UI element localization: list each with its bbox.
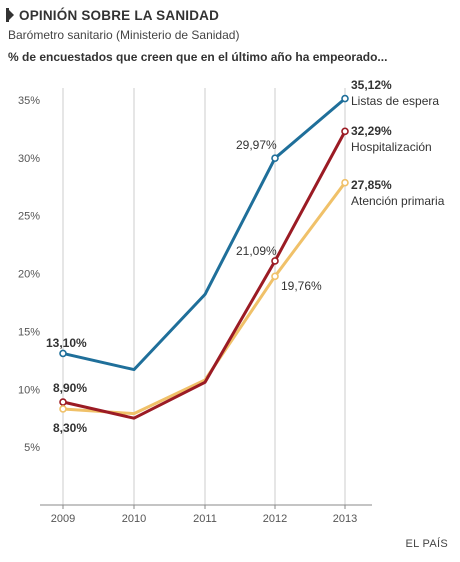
data-label: 19,76% — [281, 279, 322, 293]
series-name-label: Hospitalización — [351, 140, 432, 154]
data-point-marker — [341, 94, 349, 103]
y-tick-label: 25% — [18, 211, 40, 223]
series-line-0 — [61, 97, 347, 372]
play-marker-icon — [6, 8, 14, 22]
y-tick-label: 30% — [18, 153, 40, 165]
y-tick-label: 35% — [18, 95, 40, 107]
data-label: 32,29% — [351, 124, 392, 138]
y-tick-label: 10% — [18, 384, 40, 396]
data-point-marker — [271, 154, 279, 163]
data-label: 29,97% — [236, 138, 277, 152]
data-label: 21,09% — [236, 244, 277, 258]
data-point-marker — [271, 272, 279, 281]
x-tick-label: 2009 — [51, 513, 75, 525]
data-label: 27,85% — [351, 178, 392, 192]
y-tick-label: 5% — [24, 442, 40, 454]
data-point-marker — [271, 257, 279, 265]
x-tick-label: 2012 — [263, 513, 287, 525]
data-point-marker — [341, 178, 349, 187]
source-credit: EL PAÍS — [405, 538, 448, 550]
chart-title: OPINIÓN SOBRE LA SANIDAD — [19, 7, 220, 23]
series-line-2 — [61, 181, 347, 416]
data-label: 13,10% — [46, 336, 87, 350]
series-name-label: Listas de espera — [351, 94, 439, 108]
data-label: 8,90% — [53, 381, 87, 395]
chart-subtitle: Barómetro sanitario (Ministerio de Sanid… — [8, 28, 240, 42]
x-tick-label: 2010 — [122, 513, 146, 525]
data-point-marker — [59, 349, 67, 358]
data-point-marker — [59, 398, 67, 406]
chart-header: OPINIÓN SOBRE LA SANIDAD Barómetro sanit… — [6, 6, 456, 64]
series-line-1 — [61, 129, 347, 420]
x-tick-label: 2013 — [333, 513, 357, 525]
x-tick-label: 2011 — [193, 513, 217, 525]
title-row: OPINIÓN SOBRE LA SANIDAD — [6, 6, 456, 24]
y-tick-label: 20% — [18, 269, 40, 281]
data-label: 35,12% — [351, 78, 392, 92]
data-label: 8,30% — [53, 421, 87, 435]
chart-question: % de encuestados que creen que en el últ… — [8, 50, 388, 64]
data-point-marker — [341, 127, 349, 136]
y-tick-label: 15% — [18, 326, 40, 338]
series-name-label: Atención primaria — [351, 194, 445, 208]
data-point-marker — [59, 405, 67, 413]
